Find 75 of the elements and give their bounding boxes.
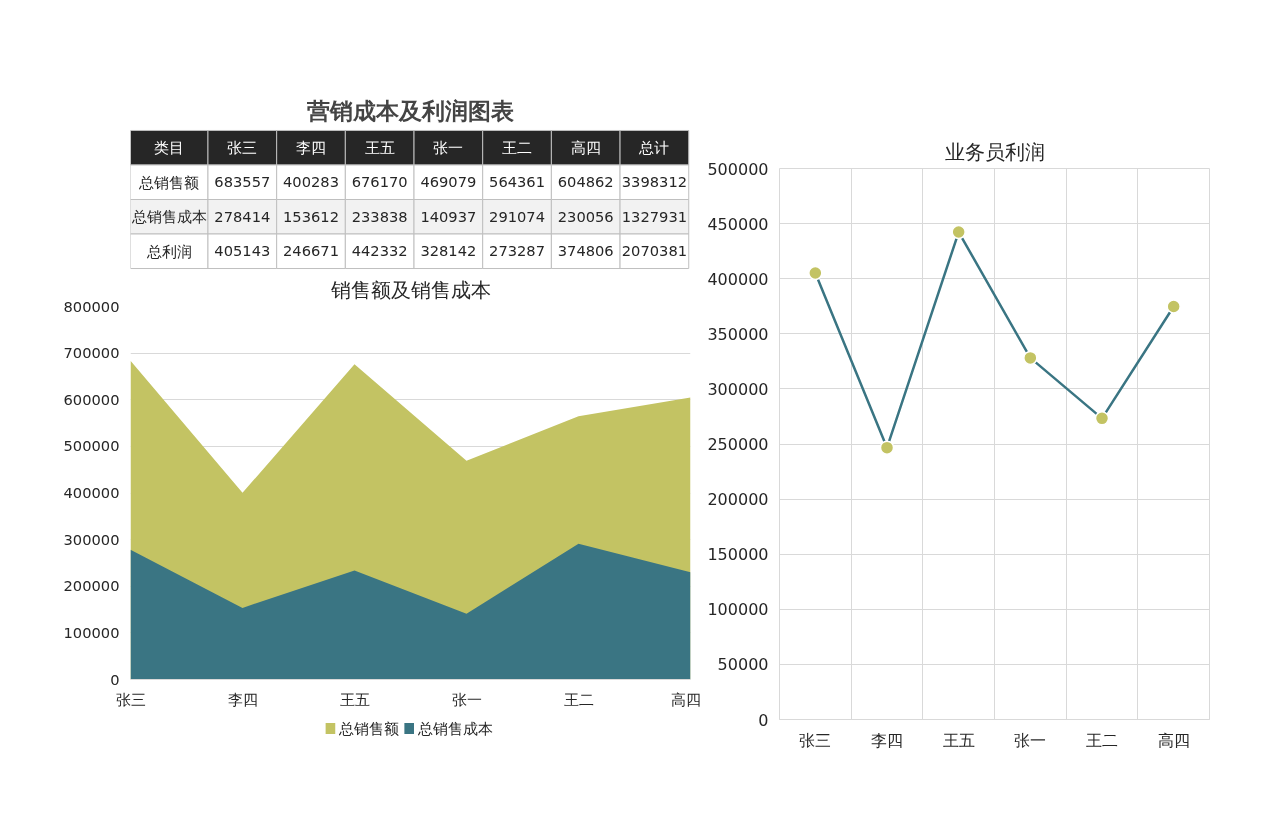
y-tick-label: 100000 (63, 623, 120, 641)
legend-label: 总销售成本 (416, 720, 493, 737)
data-label: 676170 (351, 173, 408, 191)
data-label: 683557 (214, 173, 271, 191)
data-label: 564361 (489, 173, 546, 191)
data-label: 604862 (557, 173, 614, 191)
y-tick-label: 700000 (63, 344, 120, 362)
data-label: 273287 (489, 242, 546, 260)
x-tick-label: 王二 (1086, 730, 1118, 750)
category-label: 王二 (502, 139, 533, 157)
chart-title: 销售额及销售成本 (329, 277, 491, 302)
text: 类目 (154, 139, 185, 157)
x-tick-label: 高四 (1157, 730, 1190, 750)
data-label: 291074 (489, 207, 546, 225)
y-tick-label: 400000 (63, 484, 120, 501)
point (1166, 299, 1181, 314)
x-tick-label: 王五 (339, 690, 370, 708)
category-label: 王五 (364, 139, 395, 157)
y-tick-label: 450000 (707, 214, 769, 234)
data-label: 2070381 (621, 242, 688, 260)
y-tick-label: 800000 (63, 297, 120, 315)
x-tick-label: 张一 (451, 690, 482, 708)
point (879, 440, 895, 455)
y-tick-label: 400000 (707, 269, 769, 289)
y-tick-label: 200000 (707, 490, 769, 510)
point (1094, 411, 1110, 426)
y-tick-label: 350000 (707, 324, 769, 344)
series-label: 总销售额 (138, 173, 200, 191)
x-tick-label: 高四 (670, 690, 701, 708)
point (951, 224, 966, 240)
x-tick-label: 李四 (227, 690, 258, 708)
category-label: 李四 (296, 139, 326, 157)
category-label: 高四 (570, 139, 601, 157)
data-label: 3398312 (621, 173, 688, 191)
data-label: 246671 (283, 242, 339, 260)
series-label: 总利润 (145, 242, 192, 260)
y-tick-label: 50000 (717, 655, 769, 675)
y-tick-label: 150000 (707, 545, 769, 565)
x-tick-label: 李四 (871, 730, 903, 750)
y-tick-label: 500000 (63, 437, 120, 455)
series-label: 总销售成本 (130, 208, 207, 226)
data-label: 230056 (557, 207, 614, 225)
y-tick-label: 200000 (63, 577, 120, 595)
data-label: 233838 (351, 207, 408, 225)
x-tick-label: 张三 (799, 730, 832, 750)
data-label: 153612 (283, 207, 339, 225)
category-label: 张三 (227, 139, 258, 157)
y-tick-label: 300000 (63, 530, 120, 548)
x-tick-label: 张三 (115, 690, 146, 708)
data-label: 328142 (420, 242, 477, 260)
text: 营销成本及利润图表 (306, 97, 514, 124)
y-tick-label: 300000 (707, 379, 769, 399)
category-label: 总计 (638, 139, 670, 157)
data-label: 374806 (557, 242, 614, 260)
data-label: 1327931 (621, 207, 688, 225)
data-label: 140937 (420, 207, 477, 225)
data-label: 278414 (214, 207, 271, 225)
point (1023, 350, 1038, 366)
y-tick-label: 250000 (707, 435, 769, 454)
legend-label: 总销售额 (338, 720, 400, 737)
x-tick-label: 王五 (942, 730, 975, 750)
category-label: 张一 (433, 139, 464, 157)
data-label: 442332 (351, 242, 408, 260)
y-tick-label: 600000 (63, 390, 120, 408)
y-tick-label: 500000 (707, 159, 769, 179)
data-label: 405143 (214, 242, 271, 260)
x-tick-label: 王二 (563, 690, 594, 708)
point (808, 265, 823, 281)
data-label: 469079 (420, 173, 477, 191)
chart-title: 业务员利润 (944, 139, 1045, 164)
data-label: 400283 (283, 173, 339, 191)
x-tick-label: 张一 (1014, 730, 1047, 750)
y-tick-label: 0 (758, 710, 769, 730)
y-tick-label: 100000 (707, 600, 769, 620)
y-tick-label: 0 (110, 670, 120, 688)
